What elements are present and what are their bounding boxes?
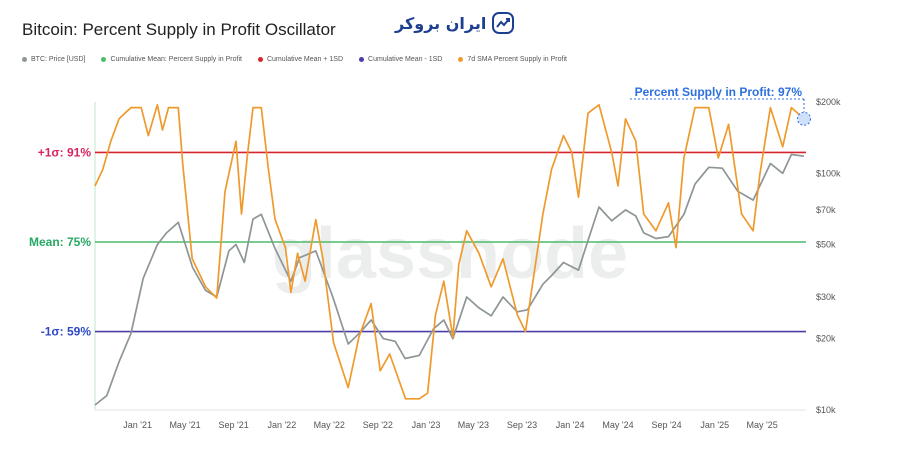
- trend-chart-icon: [492, 12, 515, 34]
- annotation-label: Percent Supply in Profit: 97%: [635, 85, 803, 99]
- brand-logo-text: ایران بروکر: [395, 13, 487, 33]
- legend-label: 7d SMA Percent Supply in Profit: [467, 56, 567, 63]
- legend-label: BTC: Price [USD]: [31, 56, 86, 63]
- legend-label: Cumulative Mean: Percent Supply in Profi…: [110, 56, 242, 63]
- legend-item[interactable]: Cumulative Mean + 1SD: [257, 56, 344, 63]
- minus-one-sigma-label: -1σ: 59%: [41, 325, 92, 339]
- x-tick-label: Jan '22: [267, 420, 296, 430]
- legend-label: Cumulative Mean - 1SD: [368, 56, 443, 63]
- x-tick-label: Sep '24: [651, 420, 681, 430]
- y-right-tick-label: $50k: [816, 240, 836, 250]
- x-tick-label: Jan '21: [123, 420, 152, 430]
- x-tick-label: Sep '21: [219, 420, 249, 430]
- legend-swatch: [257, 57, 263, 62]
- annotation-marker: [797, 111, 812, 126]
- x-tick-label: Sep '22: [363, 420, 393, 430]
- watermark-text: glassnode: [272, 214, 628, 294]
- mean-label: Mean: 75%: [29, 235, 91, 249]
- legend-swatch: [101, 57, 107, 62]
- x-tick-label: Jan '23: [412, 420, 441, 430]
- chart-legend: BTC: Price [USD] Cumulative Mean: Percent…: [22, 56, 567, 63]
- x-tick-label: May '23: [458, 420, 489, 430]
- legend-swatch: [359, 57, 365, 62]
- legend-item[interactable]: BTC: Price [USD]: [22, 56, 85, 63]
- plus-one-sigma-label: +1σ: 91%: [38, 145, 92, 159]
- y-right-tick-label: $200k: [816, 97, 841, 107]
- chart-title: Bitcoin: Percent Supply in Profit Oscill…: [22, 20, 336, 39]
- x-tick-label: May '24: [602, 420, 633, 430]
- x-tick-label: May '22: [314, 420, 345, 430]
- legend-swatch: [458, 57, 464, 62]
- y-right-tick-label: $20k: [816, 334, 836, 344]
- y-right-tick-label: $30k: [816, 292, 836, 302]
- legend-swatch: [22, 57, 27, 62]
- brand-logo: ایران بروکر: [395, 12, 515, 34]
- y-right-tick-label: $10k: [816, 405, 836, 415]
- x-tick-label: May '25: [747, 420, 778, 430]
- legend-label: Cumulative Mean + 1SD: [266, 56, 344, 63]
- y-right-tick-label: $70k: [816, 205, 836, 215]
- x-tick-label: May '21: [169, 420, 200, 430]
- supply-in-profit-sma-series: [94, 103, 805, 400]
- x-tick-label: Sep '23: [507, 420, 537, 430]
- x-tick-label: Jan '24: [556, 420, 585, 430]
- x-tick-label: Jan '25: [700, 420, 729, 430]
- y-right-tick-label: $100k: [816, 168, 841, 178]
- legend-item[interactable]: Cumulative Mean: Percent Supply in Profi…: [101, 56, 242, 63]
- legend-item[interactable]: Cumulative Mean - 1SD: [359, 56, 442, 63]
- legend-item[interactable]: 7d SMA Percent Supply in Profit: [458, 56, 567, 63]
